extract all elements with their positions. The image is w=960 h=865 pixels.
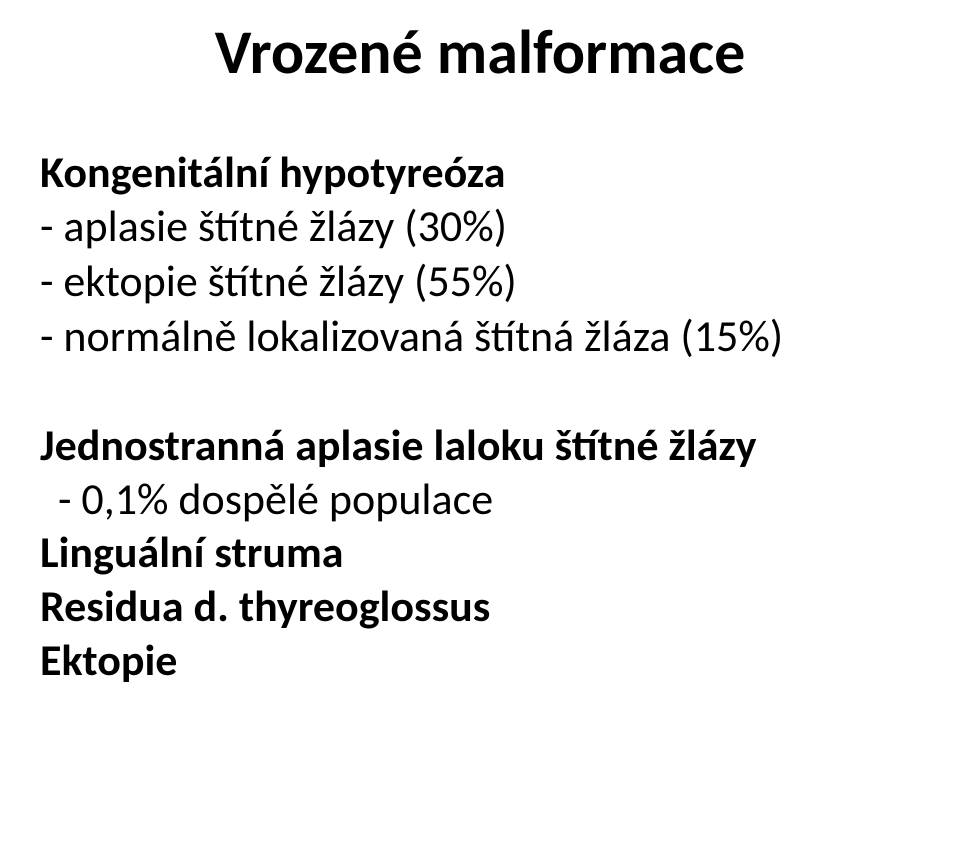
section1-item-1: - aplasie štítné žlázy (30%) [40, 199, 920, 254]
section2-subline: - 0,1% dospělé populace [40, 473, 920, 527]
slide-title: Vrozené malformace [40, 20, 920, 85]
section2-line-residua: Residua d. thyreoglossus [40, 580, 920, 634]
section1-item-2: - ektopie štítné žlázy (55%) [40, 254, 920, 309]
slide: Vrozené malformace Kongenitální hypotyre… [0, 0, 960, 865]
section2-line-lingualni: Linguální struma [40, 526, 920, 580]
section2-line-ektopie: Ektopie [40, 634, 920, 688]
section-kongenitalni: Kongenitální hypotyreóza - aplasie štítn… [40, 145, 920, 364]
section-jednostranna: Jednostranná aplasie laloku štítné žlázy… [40, 419, 920, 687]
section2-heading: Jednostranná aplasie laloku štítné žlázy [40, 419, 920, 473]
section1-heading: Kongenitální hypotyreóza [40, 145, 920, 199]
section1-item-3: - normálně lokalizovaná štítná žláza (15… [40, 309, 920, 364]
